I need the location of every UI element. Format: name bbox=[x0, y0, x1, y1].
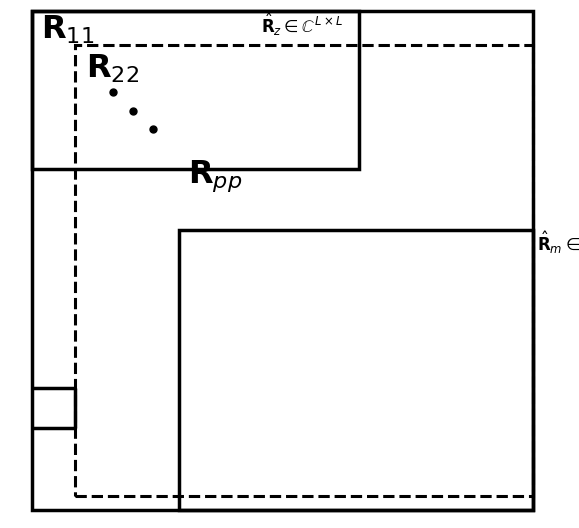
Text: $\mathbf{R}_{pp}$: $\mathbf{R}_{pp}$ bbox=[188, 158, 243, 194]
Bar bbox=[32, 11, 533, 510]
Bar bbox=[32, 11, 359, 169]
Text: $\mathbf{R}_{11}$: $\mathbf{R}_{11}$ bbox=[41, 13, 94, 45]
Text: $\hat{\mathbf{R}}_z \in\mathbb{C}^{L\times L}$: $\hat{\mathbf{R}}_z \in\mathbb{C}^{L\tim… bbox=[261, 12, 342, 38]
Text: $\mathbf{R}_{22}$: $\mathbf{R}_{22}$ bbox=[86, 53, 139, 85]
Text: $\hat{\mathbf{R}}_m \in\mathbb{C}^{B\times B}$: $\hat{\mathbf{R}}_m \in\mathbb{C}^{B\tim… bbox=[537, 230, 579, 256]
Bar bbox=[75, 45, 533, 496]
Bar bbox=[179, 230, 533, 510]
